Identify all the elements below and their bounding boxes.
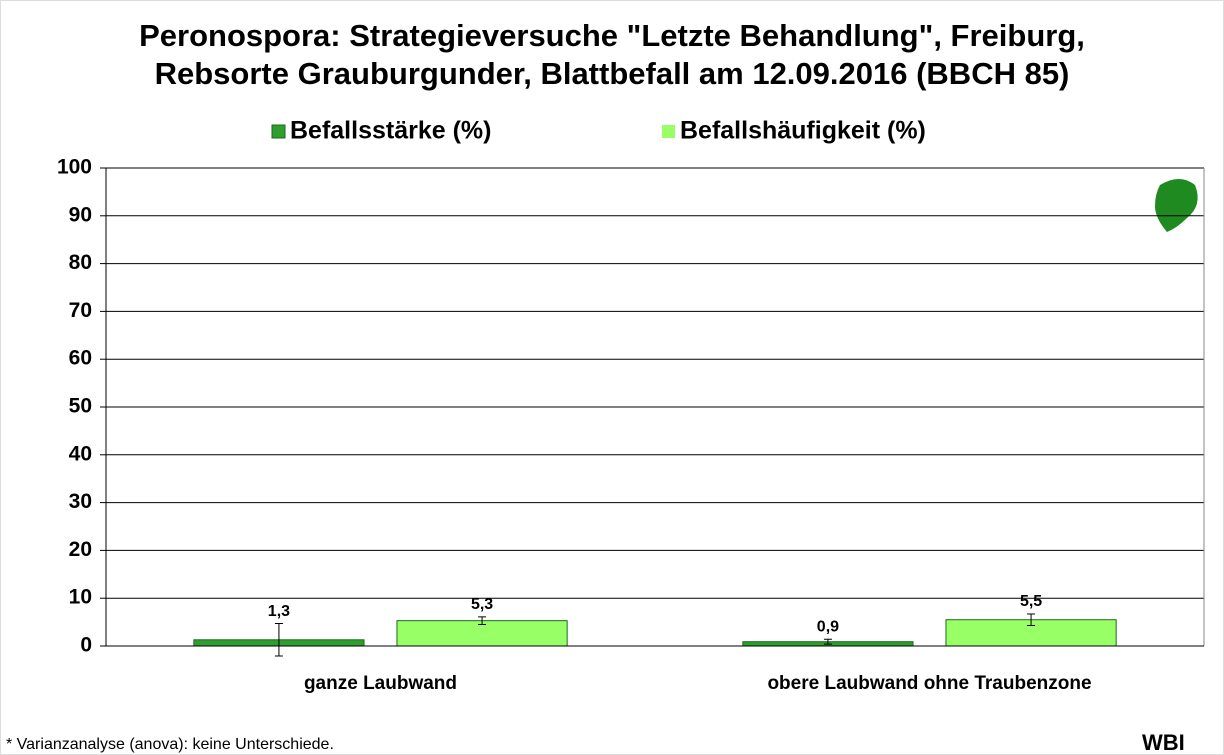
legend-label: Befallshäufigkeit (%) xyxy=(680,117,926,145)
x-tick-label: obere Laubwand ohne Traubenzone xyxy=(767,673,1091,694)
y-tick-label: 20 xyxy=(69,538,92,561)
value-label: 0,9 xyxy=(817,619,839,636)
chart-title: Rebsorte Grauburgunder, Blattbefall am 1… xyxy=(155,56,1070,91)
y-tick-label: 0 xyxy=(80,634,92,657)
value-label: 5,3 xyxy=(471,596,493,613)
y-tick-label: 90 xyxy=(69,203,92,226)
footnote: * Varianzanalyse (anova): keine Untersch… xyxy=(6,736,334,753)
leaf-icon xyxy=(1155,179,1198,232)
y-tick-label: 30 xyxy=(69,490,92,513)
y-tick-label: 100 xyxy=(57,156,92,179)
x-tick-label: ganze Laubwand xyxy=(304,673,457,694)
y-tick-label: 10 xyxy=(69,586,92,609)
legend-swatch xyxy=(662,125,675,138)
legend-label: Befallsstärke (%) xyxy=(290,117,491,145)
y-tick-label: 40 xyxy=(69,442,92,465)
y-tick-label: 70 xyxy=(69,299,92,322)
value-label: 5,5 xyxy=(1020,593,1042,610)
value-label: 1,3 xyxy=(268,603,290,620)
error-bar xyxy=(274,623,283,657)
legend-swatch xyxy=(271,124,286,139)
chart-title: Peronospora: Strategieversuche "Letzte B… xyxy=(139,18,1085,53)
y-tick-label: 60 xyxy=(69,347,92,370)
error-bar xyxy=(478,616,487,625)
y-tick-label: 80 xyxy=(69,251,92,274)
error-bar xyxy=(823,638,832,645)
logo: WBI xyxy=(1142,730,1185,755)
y-tick-label: 50 xyxy=(69,395,92,418)
error-bar xyxy=(1027,613,1036,626)
